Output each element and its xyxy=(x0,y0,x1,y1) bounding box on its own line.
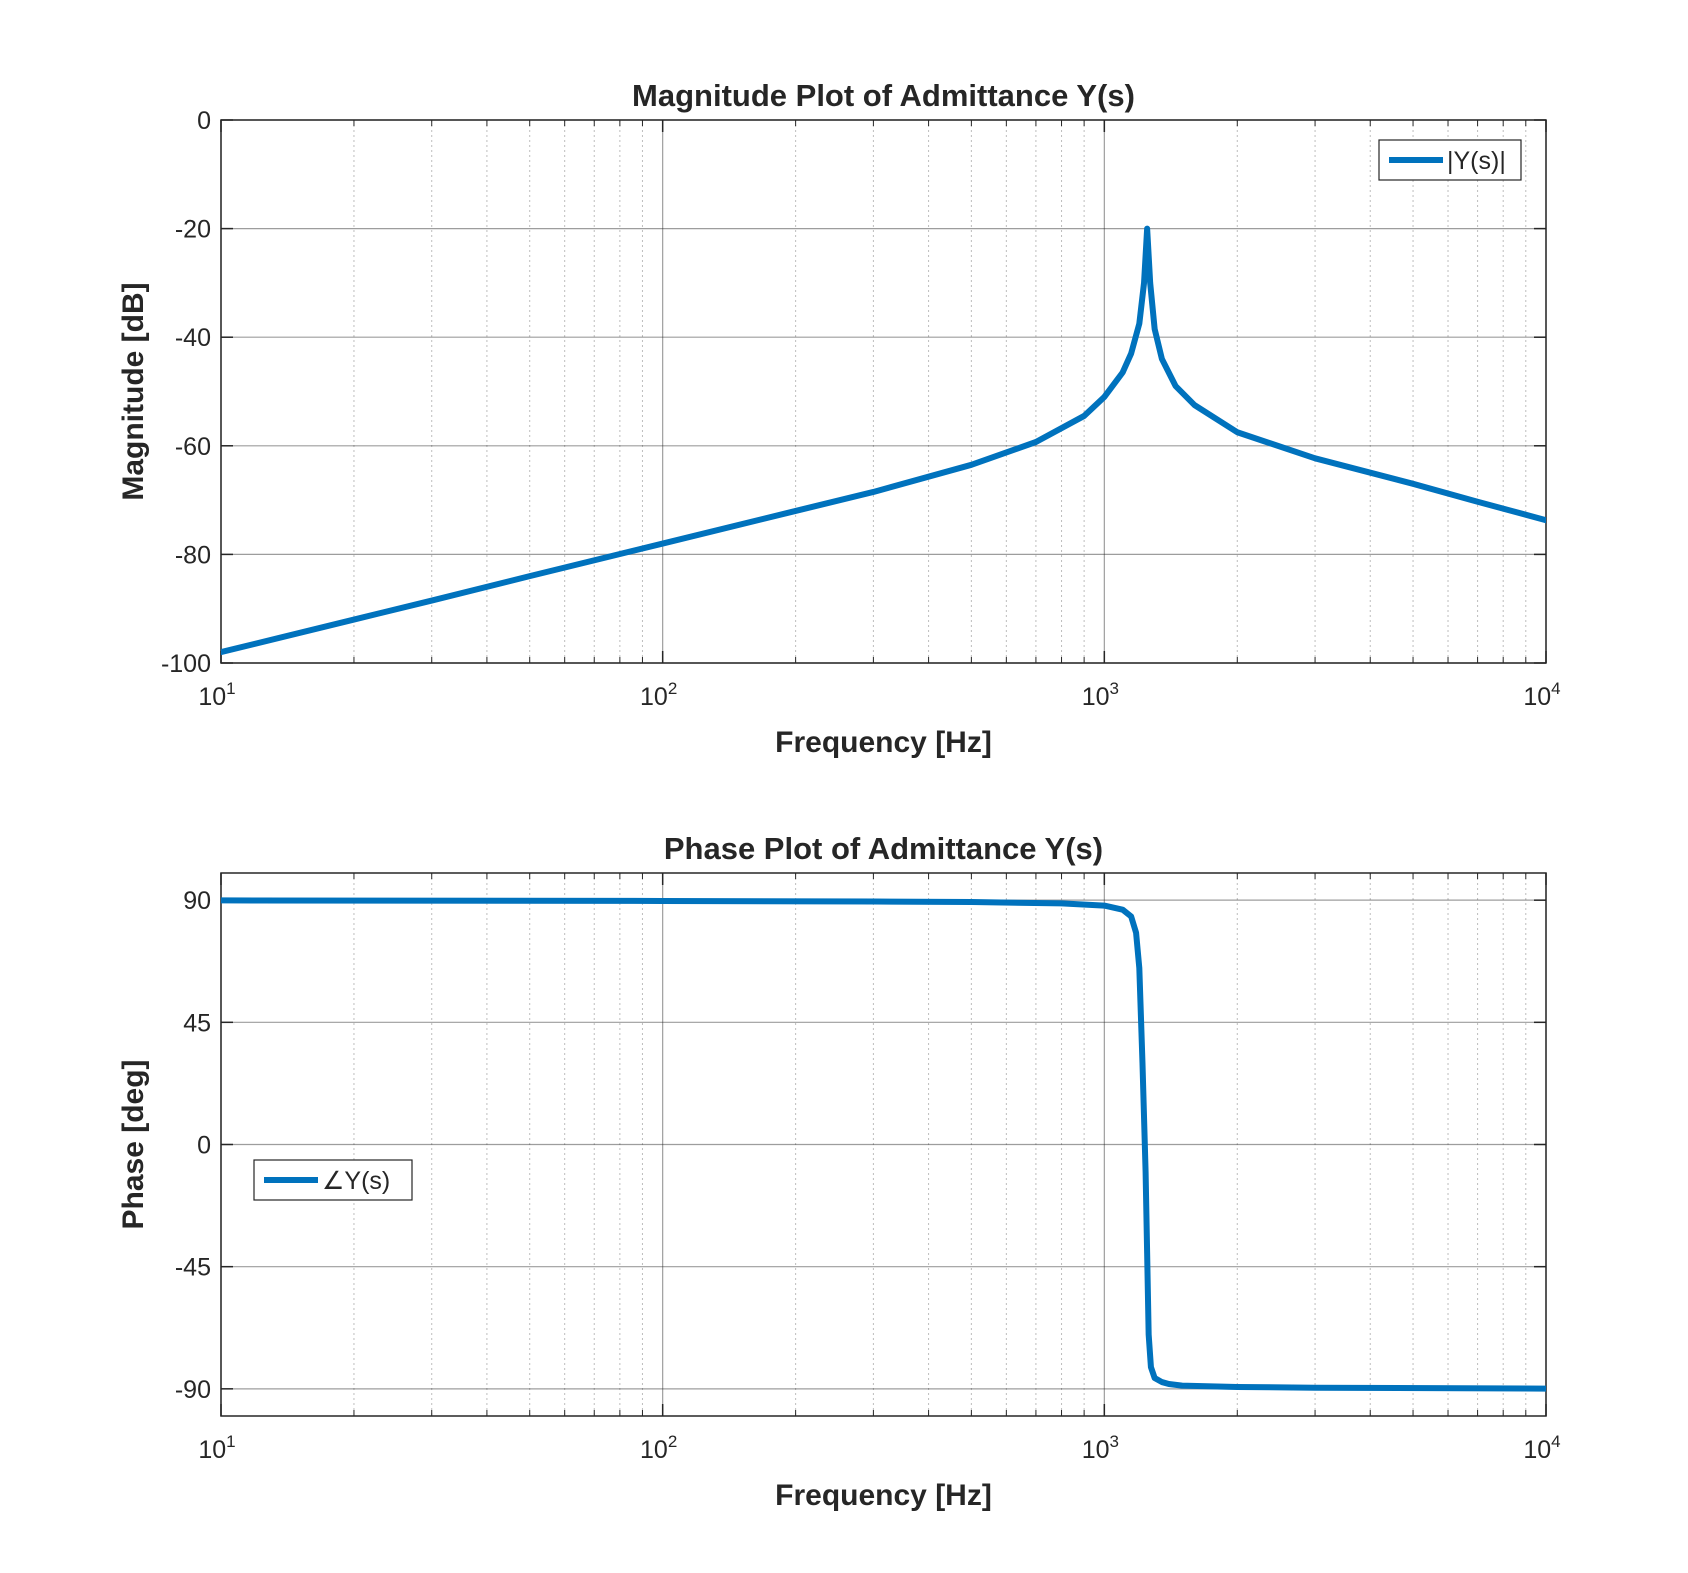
phase-x-tick-label: 104 xyxy=(1523,1432,1560,1464)
phase-y-tick-label: 0 xyxy=(197,1132,211,1160)
phase-x-tick-label: 103 xyxy=(1082,1432,1119,1464)
phase-y-tick-label: 90 xyxy=(183,887,211,915)
phase-axes: 101 102 103 104 90 45 0 -45 -90 Phase Plot of Adm… xyxy=(117,831,1561,1512)
phase-legend: ∠Y(s) xyxy=(253,1159,413,1201)
phase-x-tick-label: 101 xyxy=(198,1432,235,1464)
magnitude-axes-box xyxy=(220,119,1547,664)
magnitude-x-tick-label: 102 xyxy=(640,679,677,711)
phase-x-axis-label: Frequency [Hz] xyxy=(775,1479,992,1512)
phase-title: Phase Plot of Admittance Y(s) xyxy=(664,831,1103,866)
phase-legend-label: ∠Y(s) xyxy=(322,1167,390,1195)
phase-series-line xyxy=(221,897,1546,1392)
magnitude-y-tick-label: -80 xyxy=(175,541,211,569)
magnitude-legend-label: |Y(s)| xyxy=(1447,147,1506,175)
phase-axes-box xyxy=(220,872,1547,1417)
magnitude-x-tick-label: 104 xyxy=(1523,679,1560,711)
magnitude-title: Magnitude Plot of Admittance Y(s) xyxy=(632,78,1135,113)
phase-y-axis-label: Phase [deg] xyxy=(117,1059,150,1229)
magnitude-legend: |Y(s)| xyxy=(1378,139,1522,181)
phase-plot-area xyxy=(221,873,1546,1416)
magnitude-series-line xyxy=(221,225,1546,656)
magnitude-x-tick-label: 101 xyxy=(198,679,235,711)
magnitude-y-tick-label: 0 xyxy=(197,107,211,135)
magnitude-y-tick-label: -40 xyxy=(175,324,211,352)
magnitude-plot-area xyxy=(221,120,1546,663)
magnitude-x-axis-label: Frequency [Hz] xyxy=(775,726,992,759)
magnitude-y-tick-label: -60 xyxy=(175,433,211,461)
phase-y-tick-label: 45 xyxy=(183,1009,211,1037)
magnitude-y-tick-label: -100 xyxy=(161,650,211,678)
magnitude-x-tick-label: 103 xyxy=(1082,679,1119,711)
magnitude-y-axis-label: Magnitude [dB] xyxy=(117,282,150,500)
phase-y-tick-label: -45 xyxy=(175,1254,211,1282)
phase-x-tick-label: 102 xyxy=(640,1432,677,1464)
phase-y-tick-label: -90 xyxy=(175,1376,211,1404)
magnitude-axes: 101 102 103 104 0 -20 -40 -60 -80 -100 Magnitude P… xyxy=(117,78,1561,759)
magnitude-y-tick-label: -20 xyxy=(175,216,211,244)
